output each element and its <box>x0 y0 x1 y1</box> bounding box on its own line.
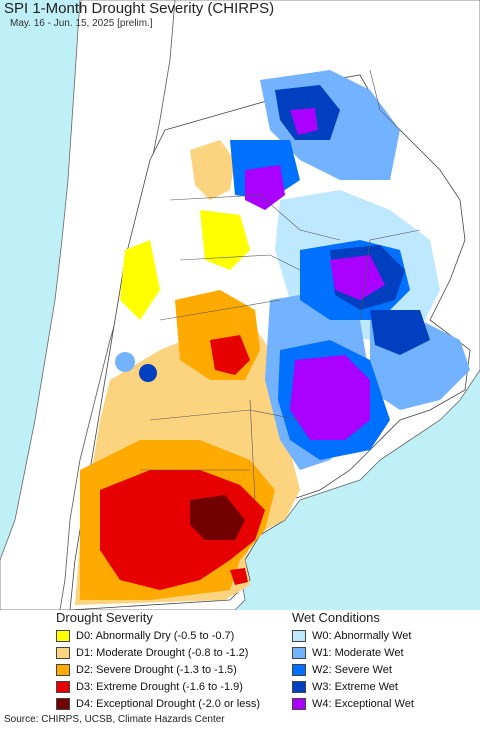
drought-map <box>0 0 480 610</box>
d0-west <box>120 240 160 320</box>
province-borders <box>140 69 421 501</box>
swatch-d0 <box>56 629 70 642</box>
legend-label-w4: W4: Exceptional Wet <box>312 697 414 710</box>
legend-item-w2: W2: Severe Wet <box>292 661 392 678</box>
swatch-d1 <box>56 646 70 659</box>
legend-label-w2: W2: Severe Wet <box>312 663 392 676</box>
d4-area <box>190 495 245 540</box>
legend-item-d1: D1: Moderate Drought (-0.8 to -1.2) <box>56 644 248 661</box>
legend-label-d2: D2: Severe Drought (-1.3 to -1.5) <box>76 663 237 676</box>
swatch-d2 <box>56 663 70 676</box>
w4-mid <box>330 255 385 300</box>
drought-legend-title: Drought Severity <box>56 610 153 625</box>
legend-label-d3: D3: Extreme Drought (-1.6 to -1.9) <box>76 680 243 693</box>
d3-north <box>210 335 250 375</box>
swatch-w4 <box>292 697 306 710</box>
legend-item-w0: W0: Abnormally Wet <box>292 627 411 644</box>
d0-patches <box>200 210 250 270</box>
legend-label-d4: D4: Exceptional Drought (-2.0 or less) <box>76 697 261 710</box>
map-subtitle: May. 16 - Jun. 15, 2025 [prelim.] <box>10 18 153 29</box>
w4-north <box>245 165 285 210</box>
legend-item-d4: D4: Exceptional Drought (-2.0 or less) <box>56 695 260 712</box>
w4-northeast <box>290 108 318 135</box>
legend-label-w1: W1: Moderate Wet <box>312 646 404 659</box>
d3-east <box>230 568 248 585</box>
w3-spot-west <box>139 364 157 382</box>
legend-item-w3: W3: Extreme Wet <box>292 678 398 695</box>
legend-item-d0: D0: Abnormally Dry (-0.5 to -0.7) <box>56 627 234 644</box>
wet-legend-title: Wet Conditions <box>292 610 380 625</box>
legend-label-d1: D1: Moderate Drought (-0.8 to -1.2) <box>76 646 249 659</box>
w4-area <box>290 355 370 440</box>
w1-spot-west <box>115 352 135 372</box>
swatch-w1 <box>292 646 306 659</box>
legend-label-w3: W3: Extreme Wet <box>312 680 398 693</box>
legend-item-d3: D3: Extreme Drought (-1.6 to -1.9) <box>56 678 243 695</box>
d1-north <box>190 140 235 200</box>
legend-item-d2: D2: Severe Drought (-1.3 to -1.5) <box>56 661 237 678</box>
swatch-w0 <box>292 629 306 642</box>
legend-label-d0: D0: Abnormally Dry (-0.5 to -0.7) <box>76 629 235 642</box>
legend-item-w4: W4: Exceptional Wet <box>292 695 414 712</box>
source-credit: Source: CHIRPS, UCSB, Climate Hazards Ce… <box>4 714 225 725</box>
legend: Drought Severity Wet Conditions D0: Abno… <box>0 610 480 710</box>
legend-item-w1: W1: Moderate Wet <box>292 644 404 661</box>
legend-label-w0: W0: Abnormally Wet <box>312 629 412 642</box>
swatch-d4 <box>56 697 70 710</box>
swatch-d3 <box>56 680 70 693</box>
swatch-w2 <box>292 663 306 676</box>
map-title: SPI 1-Month Drought Severity (CHIRPS) <box>4 0 275 17</box>
w3-east <box>370 310 430 355</box>
swatch-w3 <box>292 680 306 693</box>
